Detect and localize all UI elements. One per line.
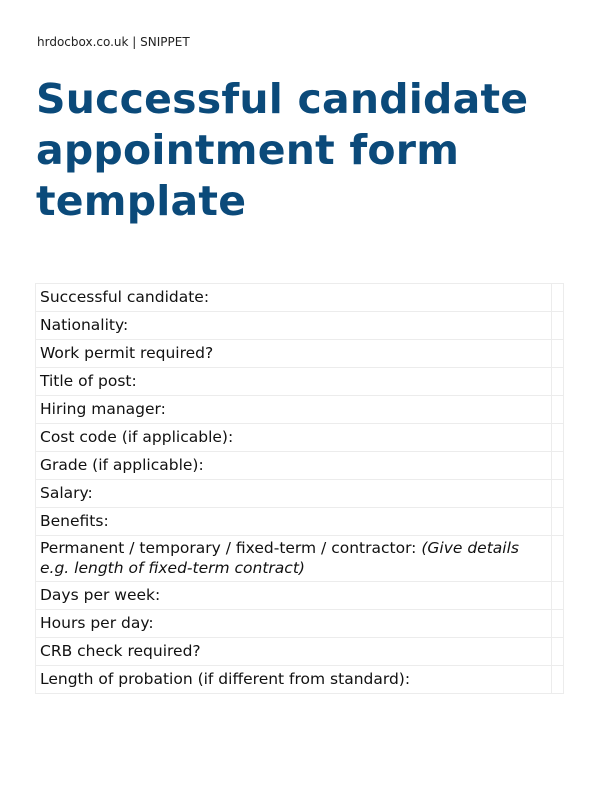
form-row: Hiring manager: bbox=[35, 395, 564, 424]
field-value-cell[interactable] bbox=[551, 507, 564, 536]
field-value-cell[interactable] bbox=[551, 479, 564, 508]
field-value-cell[interactable] bbox=[551, 535, 564, 582]
field-label-cell: Hiring manager: bbox=[35, 395, 552, 424]
form-row: Title of post: bbox=[35, 367, 564, 396]
form-row: Grade (if applicable): bbox=[35, 451, 564, 480]
field-label-cell: Benefits: bbox=[35, 507, 552, 536]
form-row: Work permit required? bbox=[35, 339, 564, 368]
field-value-cell[interactable] bbox=[551, 609, 564, 638]
field-label: Grade (if applicable): bbox=[40, 456, 204, 474]
field-label-cell: Successful candidate: bbox=[35, 283, 552, 312]
field-value-cell[interactable] bbox=[551, 395, 564, 424]
field-label: Length of probation (if different from s… bbox=[40, 670, 411, 688]
field-label-cell: Cost code (if applicable): bbox=[35, 423, 552, 452]
form-row: Cost code (if applicable): bbox=[35, 423, 564, 452]
field-label: Days per week: bbox=[40, 586, 161, 604]
field-label: Benefits: bbox=[40, 512, 109, 530]
field-value-cell[interactable] bbox=[551, 311, 564, 340]
field-value-cell[interactable] bbox=[551, 339, 564, 368]
form-row: Hours per day: bbox=[35, 609, 564, 638]
field-value-cell[interactable] bbox=[551, 451, 564, 480]
page-title: Successful candidate appointment form te… bbox=[36, 75, 529, 225]
field-label: Hours per day: bbox=[40, 614, 154, 632]
field-label-cell: Grade (if applicable): bbox=[35, 451, 552, 480]
field-label: Title of post: bbox=[40, 372, 137, 390]
field-label-cell: Length of probation (if different from s… bbox=[35, 665, 552, 694]
form-row: Length of probation (if different from s… bbox=[35, 665, 564, 694]
form-row: Salary: bbox=[35, 479, 564, 508]
form-row: Successful candidate: bbox=[35, 283, 564, 312]
field-label-cell: Salary: bbox=[35, 479, 552, 508]
form-row: Days per week: bbox=[35, 581, 564, 610]
form-row: Permanent / temporary / fixed-term / con… bbox=[35, 535, 564, 582]
field-label: Permanent / temporary / fixed-term / con… bbox=[40, 539, 422, 557]
field-note: (Give details e.g. length of fixed-term … bbox=[40, 539, 519, 577]
field-label-cell: Permanent / temporary / fixed-term / con… bbox=[35, 535, 552, 582]
form-row: Nationality: bbox=[35, 311, 564, 340]
appointment-form-table: Successful candidate: Nationality: Work pe… bbox=[35, 283, 564, 694]
field-label: Cost code (if applicable): bbox=[40, 428, 234, 446]
field-value-cell[interactable] bbox=[551, 665, 564, 694]
form-row: CRB check required? bbox=[35, 637, 564, 666]
field-label: Successful candidate: bbox=[40, 288, 210, 306]
field-value-cell[interactable] bbox=[551, 581, 564, 610]
field-label: Salary: bbox=[40, 484, 93, 502]
field-label: CRB check required? bbox=[40, 642, 201, 660]
field-label-cell: Days per week: bbox=[35, 581, 552, 610]
form-row: Benefits: bbox=[35, 507, 564, 536]
field-value-cell[interactable] bbox=[551, 423, 564, 452]
field-label-cell: Work permit required? bbox=[35, 339, 552, 368]
field-value-cell[interactable] bbox=[551, 283, 564, 312]
field-value-cell[interactable] bbox=[551, 637, 564, 666]
field-label: Work permit required? bbox=[40, 344, 214, 362]
field-label-cell: CRB check required? bbox=[35, 637, 552, 666]
field-label: Hiring manager: bbox=[40, 400, 166, 418]
field-label-cell: Hours per day: bbox=[35, 609, 552, 638]
field-label-cell: Nationality: bbox=[35, 311, 552, 340]
field-value-cell[interactable] bbox=[551, 367, 564, 396]
site-header: hrdocbox.co.uk | SNIPPET bbox=[37, 35, 190, 49]
field-label: Nationality: bbox=[40, 316, 129, 334]
field-label-cell: Title of post: bbox=[35, 367, 552, 396]
